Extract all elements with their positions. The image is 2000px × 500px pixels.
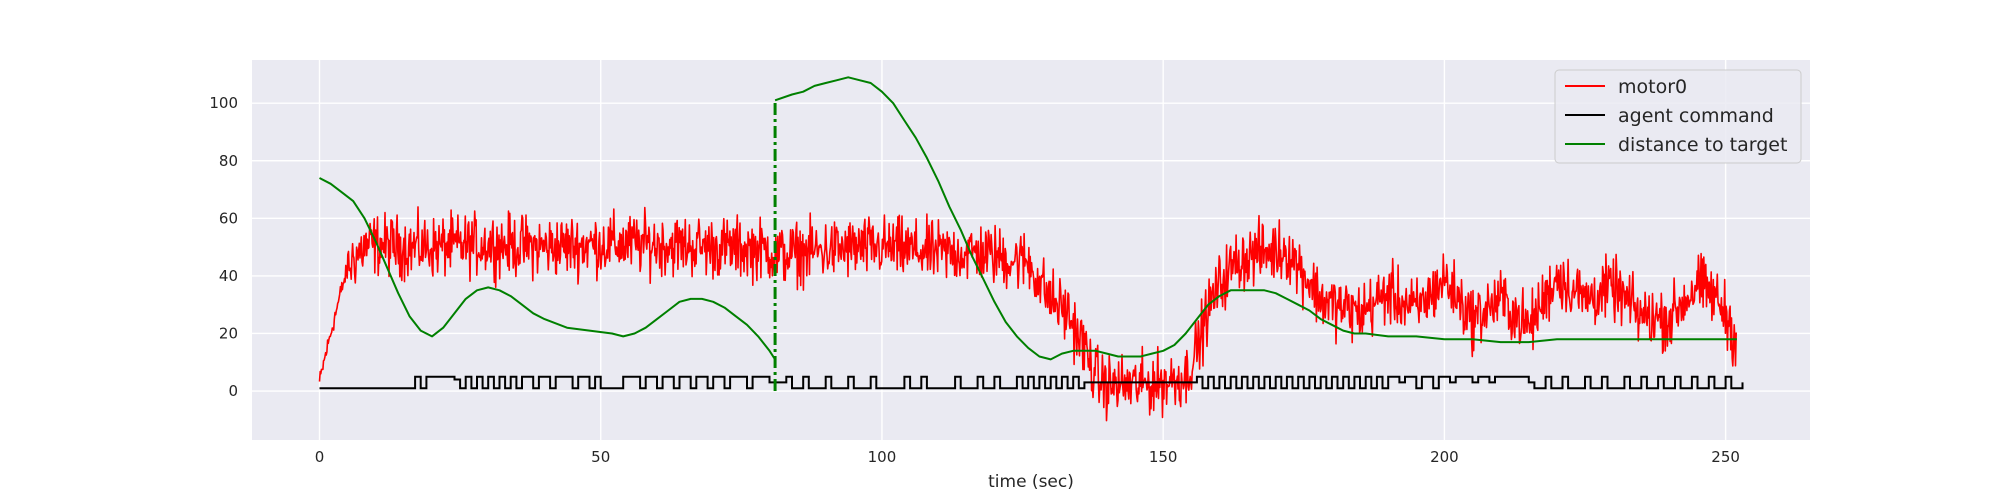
x-tick-label: 250 xyxy=(1711,448,1740,466)
legend-label-motor0: motor0 xyxy=(1618,76,1687,98)
y-tick-label: 0 xyxy=(228,382,238,400)
legend-box xyxy=(1554,69,1802,164)
legend-label-agent-command: agent command xyxy=(1618,105,1774,127)
tick-labels: 0 50 100 150 200 250 0 20 40 60 80 100 xyxy=(209,94,1740,466)
legend-label-distance-to-target: distance to target xyxy=(1618,134,1787,156)
series-layer xyxy=(318,76,1744,422)
y-tick-label: 20 xyxy=(219,324,238,342)
y-tick-label: 40 xyxy=(219,267,238,285)
x-tick-label: 0 xyxy=(315,448,325,466)
y-tick-label: 60 xyxy=(219,209,238,227)
y-tick-label: 100 xyxy=(209,94,238,112)
x-tick-label: 100 xyxy=(868,448,897,466)
series-agent-command-line xyxy=(319,375,1744,390)
y-tick-label: 80 xyxy=(219,152,238,170)
series-motor0-line xyxy=(318,206,1737,422)
x-axis-label: time (sec) xyxy=(988,472,1074,492)
x-tick-label: 150 xyxy=(1149,448,1178,466)
grid-lines xyxy=(252,60,1810,440)
x-tick-label: 50 xyxy=(591,448,610,466)
legend: motor0 agent command distance to target xyxy=(1554,69,1802,164)
series-distance-to-target-line xyxy=(774,76,1737,361)
x-tick-label: 200 xyxy=(1430,448,1459,466)
series-distance-to-target-line xyxy=(319,177,776,360)
